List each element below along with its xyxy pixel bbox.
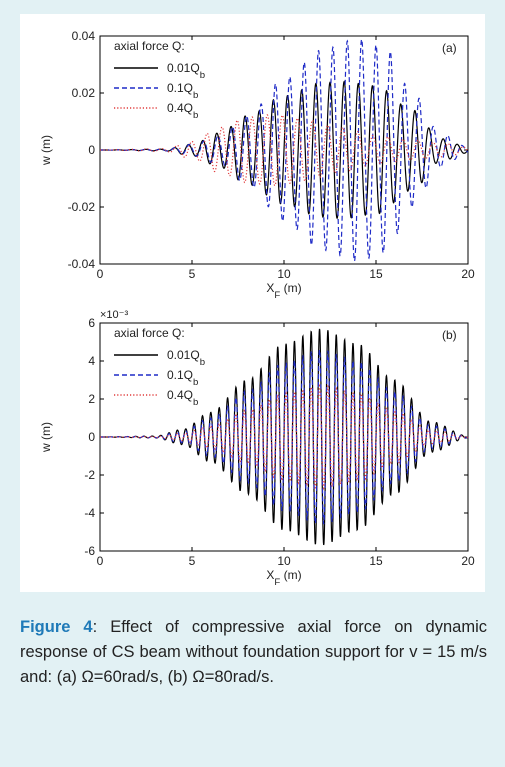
panel-b-y-axis-label: w (m) (39, 422, 53, 453)
figure-panel: 0 5 10 15 20 -0.04 -0.02 0 0.02 0.04 XF (m) w (m) (a… (20, 14, 485, 592)
panel-a-x-tick-label: 20 (461, 267, 475, 281)
panel-a-x-tick-label: 0 (97, 267, 104, 281)
panel-b-x-tick-label: 0 (97, 554, 104, 568)
panel-a-legend-label-3: 0.4Qb (167, 101, 198, 121)
panel-b-label: (b) (442, 328, 457, 342)
panel-b-series-1-line (100, 328, 469, 546)
panel-b-y-tick-label: -4 (84, 506, 95, 520)
panel-a-x-tick-label: 10 (277, 267, 291, 281)
panel-a-legend-title: axial force Q: (114, 39, 185, 53)
panel-b-x-tick-label: 15 (369, 554, 383, 568)
panel-b-y-tick-label: -2 (84, 468, 95, 482)
panel-a-y-axis-label: w (m) (39, 135, 53, 166)
figure-caption: Figure 4: Effect of compressive axial fo… (20, 615, 487, 690)
panel-b-legend-title: axial force Q: (114, 326, 185, 340)
panel-a-series-1-line (100, 80, 469, 220)
panel-a-series-2-line (100, 38, 469, 263)
caption-text: : Effect of compressive axial force on d… (20, 618, 488, 686)
panel-a-y-tick-label: 0.02 (72, 86, 96, 100)
panel-b-y-tick-label: 4 (88, 354, 95, 368)
panel-a-x-axis-label: XF (m) (266, 281, 301, 301)
panel-a-y-tick-label: 0.04 (72, 29, 96, 43)
panel-b-legend-label-2: 0.1Qb (167, 368, 198, 388)
panel-b-x-axis-label: XF (m) (266, 568, 301, 588)
panel-b-y-tick-label: 2 (88, 392, 95, 406)
panel-a-y-tick-label: 0 (88, 143, 95, 157)
panel-a-legend-label-2: 0.1Qb (167, 81, 198, 101)
panel-b-x-tick-label: 10 (277, 554, 291, 568)
panel-b-legend-label-3: 0.4Qb (167, 388, 198, 408)
panel-b-x-tick-label: 20 (461, 554, 475, 568)
panel-b-y-tick-label: -6 (84, 544, 95, 558)
panel-b-y-scale-note: ×10⁻³ (100, 309, 128, 321)
panel-b-y-tick-label: 6 (88, 316, 95, 330)
panel-a-legend-label-1: 0.01Qb (167, 61, 205, 81)
panel-a-series-3-line (100, 114, 469, 187)
panel-a-label: (a) (442, 41, 457, 55)
panel-a-y-tick-label: -0.02 (68, 200, 96, 214)
panel-a-x-tick-label: 5 (189, 267, 196, 281)
panel-b-x-tick-label: 5 (189, 554, 196, 568)
caption-label: Figure 4 (20, 618, 93, 636)
panel-a-y-tick-label: -0.04 (68, 257, 96, 271)
panel-b-series-2-line (100, 349, 469, 526)
panel-b-y-tick-label: 0 (88, 430, 95, 444)
panel-a-x-tick-label: 15 (369, 267, 383, 281)
panel-b-legend-label-1: 0.01Qb (167, 348, 205, 368)
